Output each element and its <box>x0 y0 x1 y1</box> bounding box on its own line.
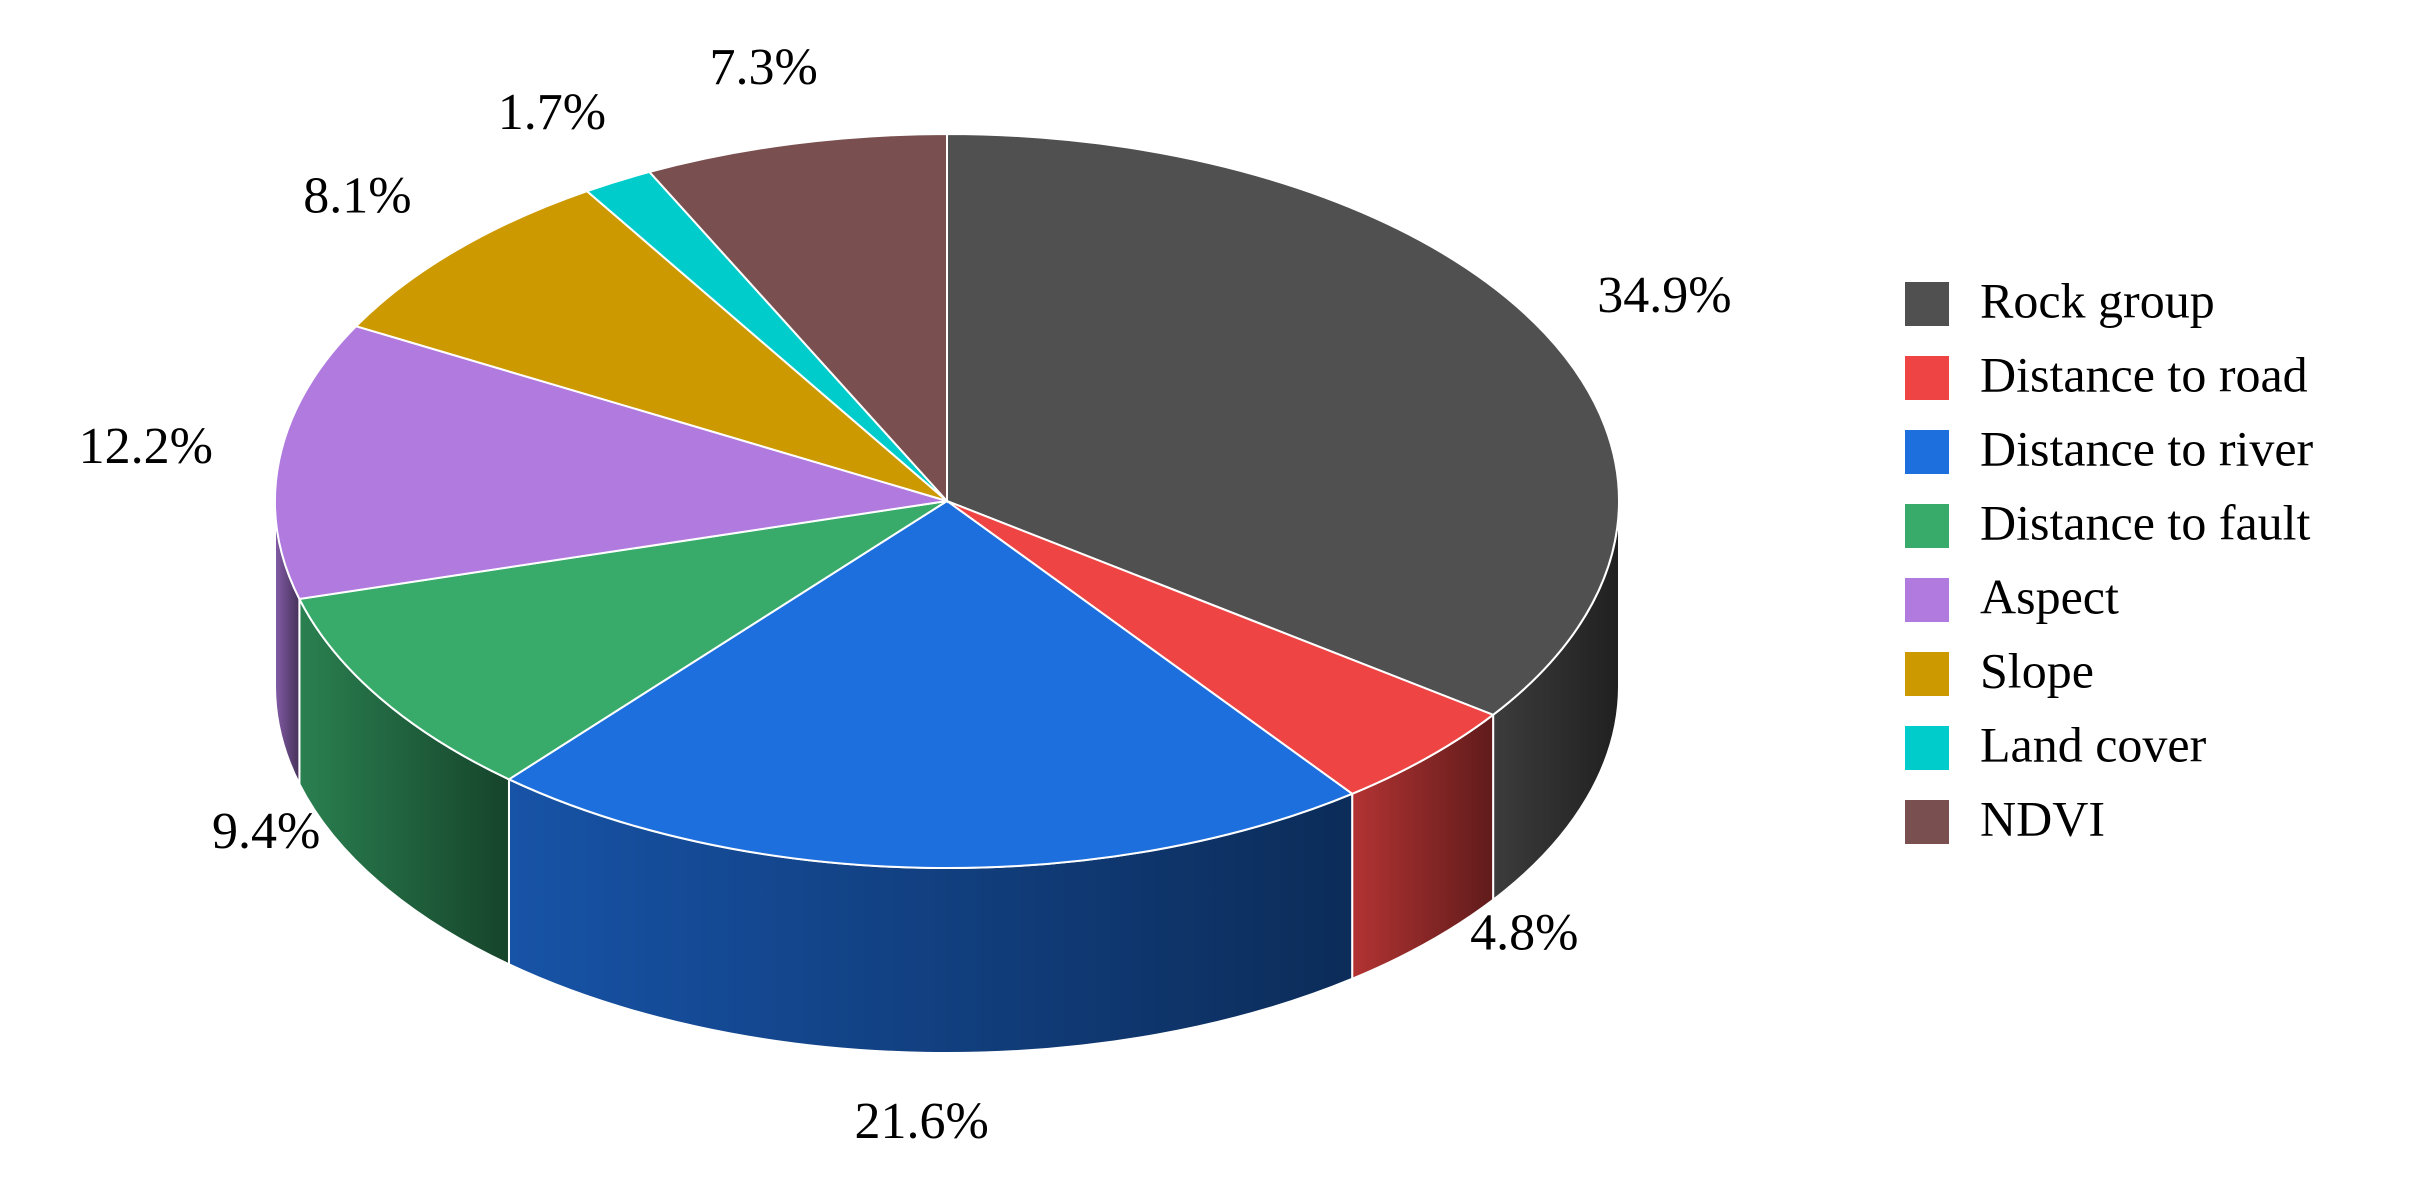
pie-sides <box>274 500 1620 1054</box>
legend-swatch <box>1905 356 1949 400</box>
legend-label: Aspect <box>1980 568 2119 624</box>
value-labels: 34.9% 4.8% 21.6% 9.4% 12.2% 8.1% 1.7% 7.3% <box>79 39 1732 1150</box>
legend-swatch <box>1905 430 1949 474</box>
slice <box>647 132 948 504</box>
legend-label: Distance to fault <box>1980 494 2311 550</box>
value-label: 12.2% <box>79 418 213 475</box>
value-label: 21.6% <box>855 1093 989 1150</box>
legend-swatch <box>1905 800 1949 844</box>
value-label: 9.4% <box>212 803 320 860</box>
legend-label: Land cover <box>1980 716 2207 772</box>
value-label: 4.8% <box>1470 905 1578 962</box>
slice <box>946 500 1496 795</box>
legend-swatch <box>1905 578 1949 622</box>
legend-swatch <box>1905 652 1949 696</box>
legend-swatch <box>1905 504 1949 548</box>
legend-label: NDVI <box>1980 790 2105 846</box>
value-label: 8.1% <box>303 167 411 224</box>
slice <box>297 500 948 781</box>
pie-tops <box>274 132 1620 869</box>
value-label: 34.9% <box>1597 267 1731 324</box>
slice <box>354 189 948 502</box>
value-label: 1.7% <box>498 84 606 141</box>
value-label: 7.3% <box>710 39 818 96</box>
legend-swatch <box>1905 726 1949 770</box>
legend: Rock group Distance to road Distance to ri… <box>1905 272 2314 846</box>
slice <box>946 132 1620 716</box>
legend-swatch <box>1905 282 1949 326</box>
legend-label: Distance to road <box>1980 346 2308 402</box>
slice <box>274 325 948 601</box>
slice <box>506 499 1355 869</box>
legend-label: Distance to river <box>1980 420 2314 476</box>
legend-label: Slope <box>1980 642 2094 698</box>
legend-label: Rock group <box>1980 272 2215 328</box>
